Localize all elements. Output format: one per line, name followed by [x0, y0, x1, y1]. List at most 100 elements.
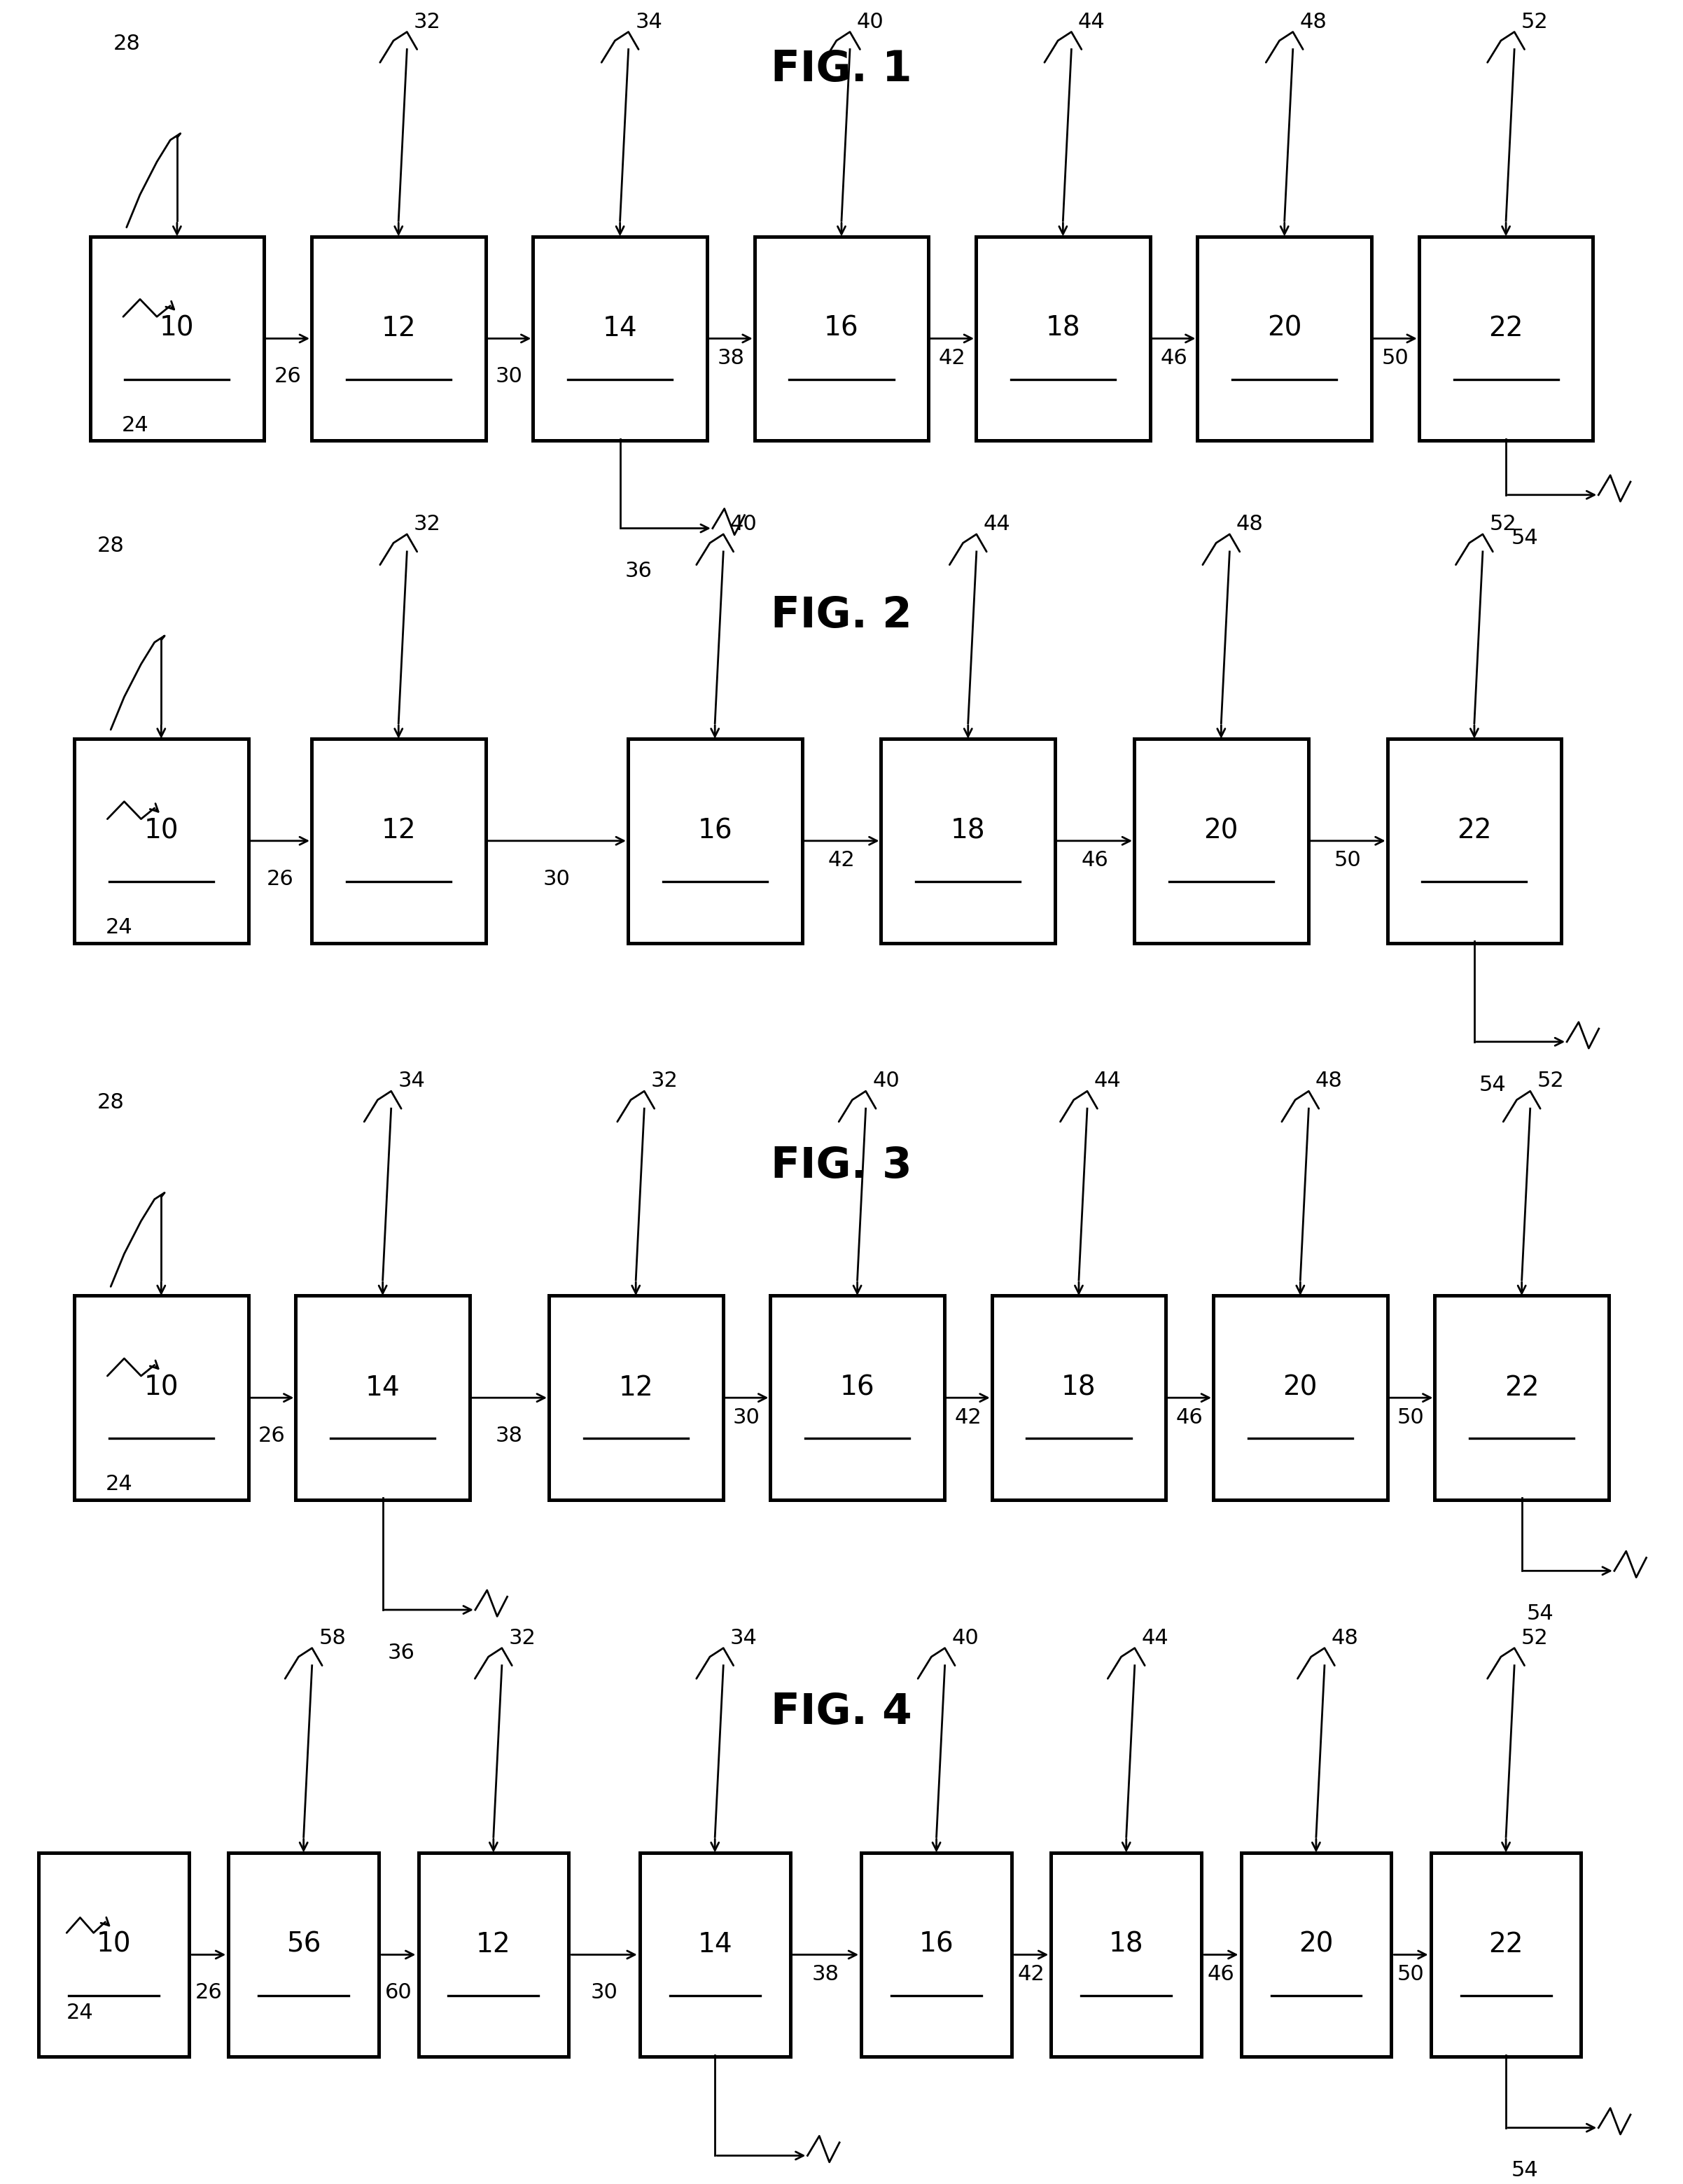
Text: 12: 12: [618, 1374, 653, 1400]
Bar: [1240, 1852, 1392, 2057]
Text: 60: 60: [385, 1983, 412, 2003]
Text: 26: 26: [259, 1426, 286, 1446]
Text: 40: 40: [730, 513, 757, 535]
Text: 22: 22: [1489, 314, 1523, 341]
Text: 30: 30: [496, 367, 523, 387]
Text: FIG. 4: FIG. 4: [771, 1693, 912, 1732]
Text: 50: 50: [1335, 850, 1362, 871]
Text: 42: 42: [1018, 1963, 1045, 1985]
Text: 10: 10: [96, 1931, 131, 1957]
Bar: [74, 738, 249, 943]
Bar: [1419, 236, 1594, 441]
Bar: [1213, 1295, 1387, 1500]
Text: 22: 22: [1489, 1931, 1523, 1957]
Text: 44: 44: [1141, 1627, 1168, 1649]
Text: 32: 32: [414, 513, 441, 535]
Bar: [862, 1852, 1011, 2057]
Text: 12: 12: [380, 817, 416, 843]
Text: 54: 54: [1511, 529, 1538, 548]
Text: 18: 18: [1045, 314, 1080, 341]
Bar: [882, 738, 1055, 943]
Text: 26: 26: [195, 1983, 222, 2003]
Text: 10: 10: [143, 817, 178, 843]
Text: 46: 46: [1176, 1406, 1203, 1428]
Text: 48: 48: [1316, 1070, 1343, 1092]
Text: 54: 54: [1479, 1075, 1506, 1094]
Text: 34: 34: [730, 1627, 757, 1649]
Text: 28: 28: [98, 1092, 125, 1114]
Text: 22: 22: [1505, 1374, 1538, 1400]
Bar: [296, 1295, 470, 1500]
Text: 38: 38: [495, 1426, 523, 1446]
Bar: [1436, 1295, 1609, 1500]
Bar: [628, 738, 801, 943]
Bar: [991, 1295, 1166, 1500]
Bar: [1387, 738, 1562, 943]
Text: 16: 16: [825, 314, 858, 341]
Text: 28: 28: [113, 33, 140, 55]
Text: 30: 30: [544, 869, 571, 889]
Text: 34: 34: [634, 11, 663, 33]
Bar: [1198, 236, 1372, 441]
Text: 24: 24: [106, 1474, 133, 1494]
Text: 12: 12: [476, 1931, 512, 1957]
Text: 16: 16: [840, 1374, 875, 1400]
Text: 50: 50: [1397, 1406, 1424, 1428]
Text: 18: 18: [951, 817, 986, 843]
Text: 40: 40: [872, 1070, 900, 1092]
Text: 36: 36: [387, 1642, 416, 1662]
Text: 38: 38: [717, 347, 744, 369]
Text: 18: 18: [1062, 1374, 1096, 1400]
Text: 24: 24: [106, 917, 133, 937]
Bar: [1052, 1852, 1202, 2057]
Bar: [311, 236, 485, 441]
Bar: [754, 236, 929, 441]
Text: 32: 32: [414, 11, 441, 33]
Text: 42: 42: [954, 1406, 981, 1428]
Text: 46: 46: [1208, 1963, 1235, 1985]
Bar: [229, 1852, 379, 2057]
Text: 20: 20: [1299, 1931, 1333, 1957]
Text: 48: 48: [1237, 513, 1264, 535]
Text: 44: 44: [1079, 11, 1106, 33]
Text: 44: 44: [983, 513, 1010, 535]
Bar: [1431, 1852, 1580, 2057]
Bar: [640, 1852, 789, 2057]
Text: 14: 14: [365, 1374, 401, 1400]
Bar: [534, 236, 707, 441]
Text: 54: 54: [1511, 2160, 1538, 2182]
Text: 34: 34: [397, 1070, 426, 1092]
Text: 38: 38: [811, 1963, 840, 1985]
Text: 18: 18: [1109, 1931, 1144, 1957]
Text: 52: 52: [1521, 1627, 1548, 1649]
Text: 40: 40: [951, 1627, 980, 1649]
Text: 36: 36: [624, 561, 653, 581]
Bar: [976, 236, 1149, 441]
Text: 42: 42: [828, 850, 855, 871]
Text: 22: 22: [1457, 817, 1491, 843]
Text: 46: 46: [1080, 850, 1107, 871]
Text: 40: 40: [857, 11, 884, 33]
Bar: [39, 1852, 188, 2057]
Text: 46: 46: [1160, 347, 1187, 369]
Text: 10: 10: [143, 1374, 178, 1400]
Text: 48: 48: [1299, 11, 1326, 33]
Text: 50: 50: [1382, 347, 1409, 369]
Text: 24: 24: [121, 415, 148, 435]
Text: 58: 58: [318, 1627, 347, 1649]
Text: 14: 14: [697, 1931, 732, 1957]
Text: 16: 16: [697, 817, 732, 843]
Text: 14: 14: [603, 314, 638, 341]
Bar: [419, 1852, 569, 2057]
Text: 52: 52: [1489, 513, 1516, 535]
Bar: [1134, 738, 1308, 943]
Text: 26: 26: [274, 367, 301, 387]
Text: 30: 30: [734, 1406, 761, 1428]
Text: 56: 56: [286, 1931, 321, 1957]
Text: 28: 28: [98, 535, 125, 557]
Text: 42: 42: [939, 347, 966, 369]
Text: FIG. 3: FIG. 3: [771, 1147, 912, 1186]
Bar: [91, 236, 264, 441]
Bar: [771, 1295, 944, 1500]
Text: 32: 32: [508, 1627, 535, 1649]
